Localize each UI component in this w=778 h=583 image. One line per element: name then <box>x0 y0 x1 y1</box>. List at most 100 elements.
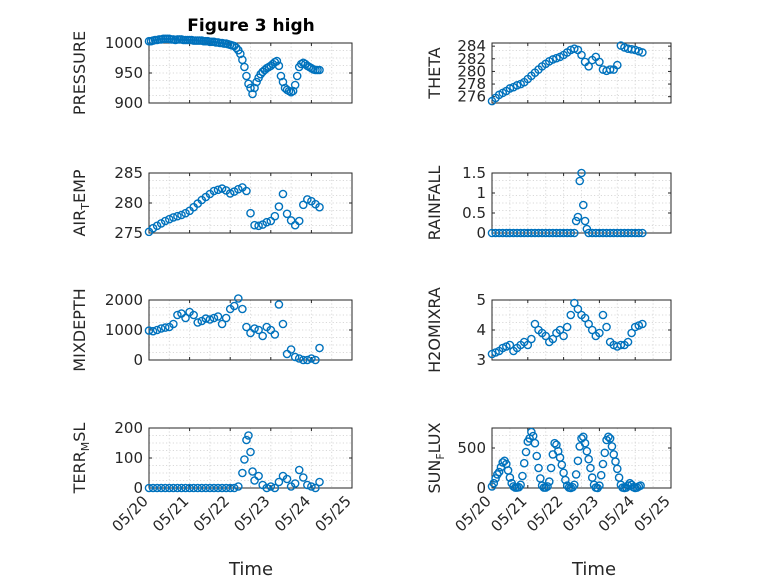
y-tick-label: 278 <box>457 75 486 93</box>
data-point <box>189 483 198 493</box>
data-point <box>164 214 174 224</box>
data-point <box>638 48 647 57</box>
data-point <box>307 354 316 363</box>
data-point <box>213 483 223 493</box>
data-point <box>294 465 304 475</box>
data-point <box>231 43 241 53</box>
x-tick-label: 05/20 <box>452 492 495 535</box>
data-point <box>568 482 577 492</box>
data-point <box>238 304 247 314</box>
data-point <box>555 325 565 335</box>
x-tick-label: 05/22 <box>523 492 566 535</box>
data-point <box>544 477 554 486</box>
data-point <box>193 318 203 327</box>
x-tick-label: 05/23 <box>559 492 602 535</box>
data-point <box>246 208 255 218</box>
data-point <box>566 310 576 320</box>
y-axis-label: TERRMSL <box>70 423 92 495</box>
data-point <box>238 468 247 478</box>
data-point <box>548 334 558 344</box>
y-tick-label: 4 <box>476 321 486 339</box>
data-point <box>541 483 551 492</box>
x-tick-label: 05/25 <box>312 492 355 535</box>
data-point <box>587 325 597 335</box>
data-point <box>595 57 604 67</box>
data-point <box>290 80 300 90</box>
y-tick-label: 900 <box>114 94 143 112</box>
data-point <box>521 447 531 457</box>
data-point <box>160 483 170 493</box>
data-point <box>530 438 540 448</box>
data-point <box>244 431 253 440</box>
data-point <box>598 459 608 469</box>
data-point <box>242 322 251 332</box>
data-point <box>274 202 284 211</box>
y-tick-label: 276 <box>457 88 486 106</box>
data-point <box>148 326 158 336</box>
data-point <box>571 216 581 226</box>
data-point <box>209 313 219 323</box>
x-tick-label: 05/24 <box>271 492 314 535</box>
data-point <box>294 354 304 363</box>
data-point <box>607 442 617 451</box>
data-point <box>595 481 604 490</box>
data-point <box>586 463 595 473</box>
data-point <box>623 337 633 347</box>
data-point <box>605 65 615 74</box>
data-point <box>282 209 292 219</box>
y-tick-label: 282 <box>457 50 486 68</box>
data-point <box>258 331 267 341</box>
data-point <box>582 446 592 456</box>
data-point <box>164 483 174 493</box>
data-point <box>298 473 308 482</box>
data-point <box>254 471 263 481</box>
data-point <box>527 427 536 437</box>
data-point <box>242 71 251 81</box>
data-point <box>254 325 263 335</box>
data-point <box>229 483 239 493</box>
y-tick-label: 5 <box>476 291 486 309</box>
data-point <box>209 483 219 493</box>
data-point <box>598 310 608 320</box>
data-point <box>185 483 194 493</box>
data-point <box>298 355 308 365</box>
data-point <box>278 189 288 199</box>
data-point <box>217 483 227 493</box>
y-axis-label: RAINFALL <box>425 166 444 241</box>
data-point <box>173 211 182 221</box>
data-point <box>213 312 223 321</box>
data-point <box>580 216 590 226</box>
data-point <box>577 168 586 178</box>
data-point <box>189 310 198 320</box>
data-point <box>209 186 219 196</box>
data-point <box>505 340 515 350</box>
data-point <box>573 212 583 222</box>
data-point <box>144 326 154 335</box>
axes-h2omixra: 3 4 5 H2OMIXRA <box>425 287 672 373</box>
data-point <box>577 50 586 60</box>
data-point <box>516 480 525 490</box>
data-point <box>173 483 182 493</box>
data-point <box>514 482 524 492</box>
data-point <box>315 343 324 353</box>
data-point <box>602 322 611 332</box>
data-point <box>221 313 231 323</box>
data-point <box>294 216 304 226</box>
data-point <box>578 200 588 210</box>
y-tick-label: 0 <box>476 224 486 242</box>
data-point <box>225 189 235 198</box>
y-tick-label: 275 <box>114 224 143 242</box>
data-point <box>152 483 162 493</box>
data-point <box>573 304 583 314</box>
data-point <box>311 483 320 493</box>
y-tick-label: 0 <box>133 351 143 369</box>
data-point <box>156 483 166 493</box>
data-point <box>584 62 593 71</box>
figure-title: Figure 3 high <box>187 16 315 36</box>
data-point <box>573 456 583 466</box>
data-point <box>638 228 647 238</box>
y-tick-label: 285 <box>114 164 143 182</box>
